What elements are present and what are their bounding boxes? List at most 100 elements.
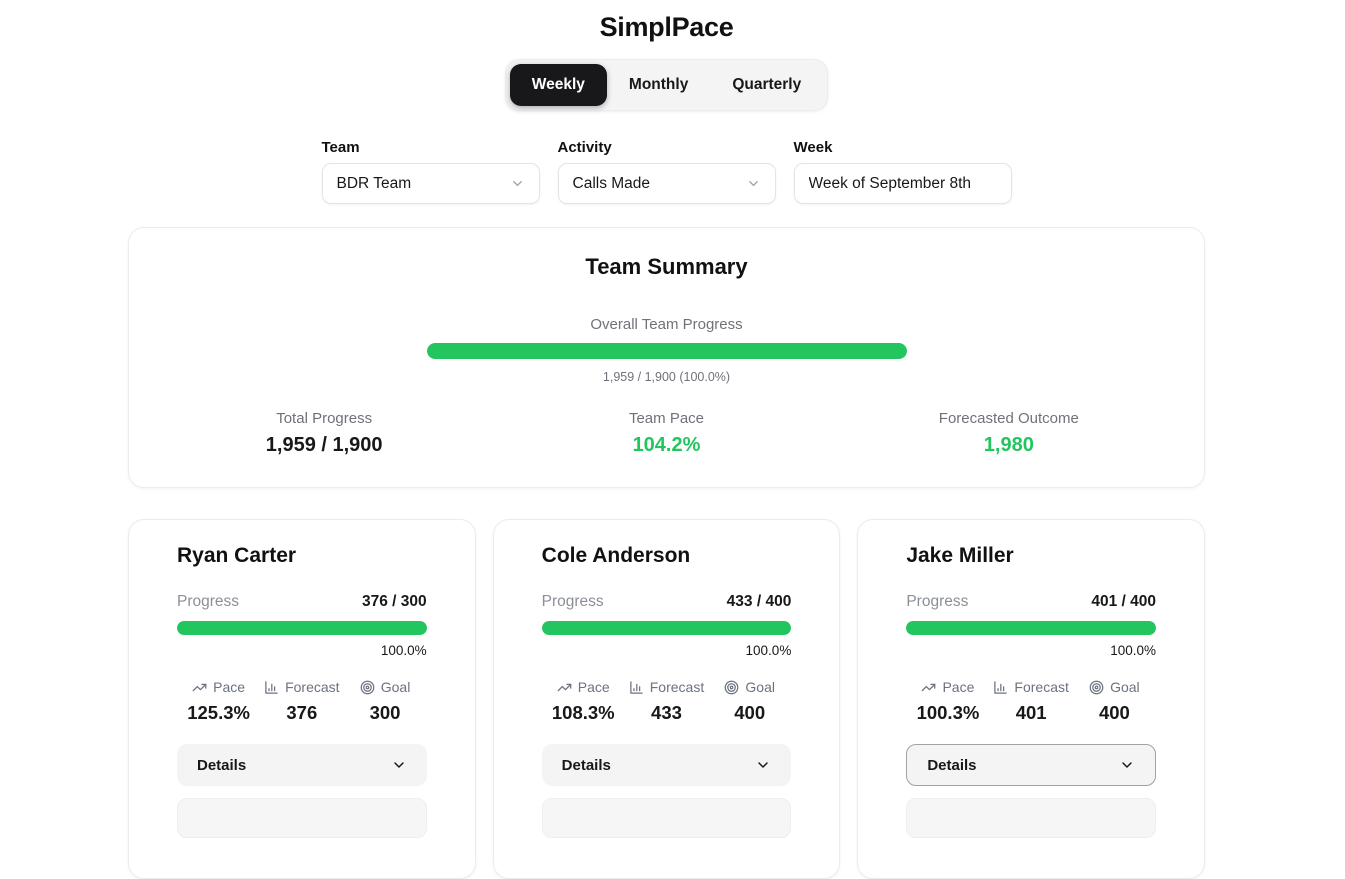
tab-monthly[interactable]: Monthly bbox=[607, 64, 710, 106]
goal-stat: Goal 300 bbox=[343, 678, 426, 724]
progress-percent: 100.0% bbox=[380, 643, 427, 658]
week-filter: Week bbox=[793, 139, 1012, 204]
forecast-value: 376 bbox=[286, 702, 318, 723]
stat-label: Total Progress bbox=[276, 410, 373, 427]
progress-value: 401 / 400 bbox=[1091, 593, 1156, 610]
team-select-value: BDR Team bbox=[336, 174, 412, 192]
summary-title: Team Summary bbox=[585, 254, 748, 279]
app-title: SimplPace bbox=[599, 12, 734, 42]
chevron-down-icon bbox=[746, 176, 761, 191]
filters-row: Team BDR Team Activity Calls Made Week bbox=[128, 139, 1205, 204]
team-progress-caption: 1,959 / 1,900 (100.0%) bbox=[602, 370, 731, 384]
goal-stat: Goal 400 bbox=[708, 678, 791, 724]
progress-label: Progress bbox=[541, 593, 604, 610]
stat-value: 104.2% bbox=[632, 434, 701, 456]
progress-bar-fill bbox=[426, 343, 907, 359]
tab-quarterly[interactable]: Quarterly bbox=[710, 64, 823, 106]
period-tabs-wrap: Weekly Monthly Quarterly bbox=[128, 59, 1205, 111]
activity-select[interactable]: Calls Made bbox=[557, 163, 776, 204]
progress-percent: 100.0% bbox=[745, 643, 792, 658]
member-name: Jake Miller bbox=[906, 544, 1014, 567]
summary-stats-row: Total Progress 1,959 / 1,900 Team Pace 1… bbox=[153, 410, 1180, 457]
details-toggle[interactable]: Details bbox=[541, 744, 792, 786]
forecast-label: Forecast bbox=[260, 678, 343, 696]
collapsed-section-stub[interactable] bbox=[541, 798, 792, 838]
collapsed-section-stub[interactable] bbox=[906, 798, 1156, 838]
bar-chart-icon bbox=[630, 680, 643, 694]
progress-bar-fill bbox=[177, 621, 427, 635]
mini-stats-row: Pace 125.3% Forecast 376 Goal bbox=[177, 678, 427, 724]
forecast-value: 401 bbox=[1015, 702, 1047, 723]
details-toggle[interactable]: Details bbox=[906, 744, 1156, 786]
forecast-label: Forecast bbox=[625, 678, 708, 696]
target-icon bbox=[1089, 680, 1104, 694]
goal-label-text: Goal bbox=[745, 679, 775, 695]
goal-label-text: Goal bbox=[380, 679, 411, 695]
stat-value: 1,959 / 1,900 bbox=[265, 434, 383, 456]
pace-label: Pace bbox=[542, 678, 625, 696]
stat-value: 1,980 bbox=[983, 434, 1034, 456]
team-progress-bar bbox=[426, 343, 907, 359]
progress-label: Progress bbox=[906, 593, 969, 610]
chevron-down-icon bbox=[393, 762, 404, 768]
progress-value: 433 / 400 bbox=[726, 593, 792, 610]
chevron-down-icon bbox=[1122, 762, 1132, 768]
goal-value: 400 bbox=[734, 702, 766, 723]
forecast-label-text: Forecast bbox=[285, 679, 340, 695]
target-icon bbox=[725, 680, 739, 694]
member-card-jake-miller: Jake Miller Progress 401 / 400 100.0% Pa… bbox=[857, 519, 1205, 879]
goal-value: 300 bbox=[369, 702, 401, 723]
member-card-ryan-carter: Ryan Carter Progress 376 / 300 100.0% Pa… bbox=[128, 519, 476, 879]
bar-chart-icon bbox=[265, 680, 278, 694]
pace-label-text: Pace bbox=[577, 679, 610, 695]
progress-value: 376 / 300 bbox=[362, 593, 427, 610]
pace-label-text: Pace bbox=[213, 679, 246, 695]
forecast-stat: Forecast 433 bbox=[625, 678, 708, 724]
forecasted-outcome-stat: Forecasted Outcome 1,980 bbox=[838, 410, 1180, 457]
forecast-stat: Forecast 401 bbox=[990, 678, 1073, 724]
goal-stat: Goal 400 bbox=[1073, 678, 1156, 724]
chevron-down-icon bbox=[510, 176, 525, 191]
progress-percent: 100.0% bbox=[1110, 643, 1156, 658]
team-filter-label: Team bbox=[321, 139, 360, 156]
pace-value: 125.3% bbox=[187, 702, 250, 723]
progress-row: Progress 376 / 300 bbox=[177, 592, 427, 612]
member-progress-bar bbox=[906, 621, 1156, 635]
total-progress-stat: Total Progress 1,959 / 1,900 bbox=[153, 410, 495, 457]
overall-progress-label: Overall Team Progress bbox=[590, 316, 743, 333]
goal-label: Goal bbox=[708, 678, 791, 696]
pace-stat: Pace 100.3% bbox=[906, 678, 989, 724]
forecast-value: 433 bbox=[651, 702, 682, 723]
member-grid: Ryan Carter Progress 376 / 300 100.0% Pa… bbox=[128, 519, 1205, 879]
details-toggle[interactable]: Details bbox=[177, 744, 427, 786]
progress-row: Progress 401 / 400 bbox=[906, 592, 1156, 612]
collapsed-section-stub[interactable] bbox=[177, 798, 427, 838]
pace-value: 100.3% bbox=[916, 702, 980, 723]
progress-bar-fill bbox=[906, 621, 1156, 635]
team-select[interactable]: BDR Team bbox=[321, 163, 540, 204]
progress-bar-fill bbox=[541, 621, 792, 635]
details-toggle-label: Details bbox=[561, 756, 611, 774]
period-tabs: Weekly Monthly Quarterly bbox=[504, 59, 829, 111]
activity-filter: Activity Calls Made bbox=[557, 139, 776, 204]
pace-label: Pace bbox=[906, 678, 989, 696]
mini-stats-row: Pace 100.3% Forecast 401 Goal bbox=[906, 678, 1156, 724]
pace-label-text: Pace bbox=[942, 679, 975, 695]
pace-value: 108.3% bbox=[551, 702, 615, 723]
week-input[interactable] bbox=[793, 163, 1012, 204]
team-summary-card: Team Summary Overall Team Progress 1,959… bbox=[128, 227, 1205, 488]
progress-row: Progress 433 / 400 bbox=[542, 592, 792, 612]
target-icon bbox=[360, 680, 375, 694]
pace-stat: Pace 108.3% bbox=[542, 678, 625, 724]
member-progress-bar bbox=[541, 621, 792, 635]
mini-stats-row: Pace 108.3% Forecast 433 Goal bbox=[542, 678, 792, 724]
details-toggle-label: Details bbox=[197, 756, 247, 774]
member-name: Ryan Carter bbox=[177, 544, 297, 567]
dashboard-page: SimplPace Weekly Monthly Quarterly Team … bbox=[128, 12, 1205, 879]
activity-filter-label: Activity bbox=[557, 139, 612, 156]
progress-label: Progress bbox=[177, 593, 240, 610]
goal-value: 400 bbox=[1098, 702, 1130, 723]
pace-label: Pace bbox=[177, 678, 260, 696]
forecast-label: Forecast bbox=[990, 678, 1073, 696]
tab-weekly[interactable]: Weekly bbox=[509, 64, 607, 106]
